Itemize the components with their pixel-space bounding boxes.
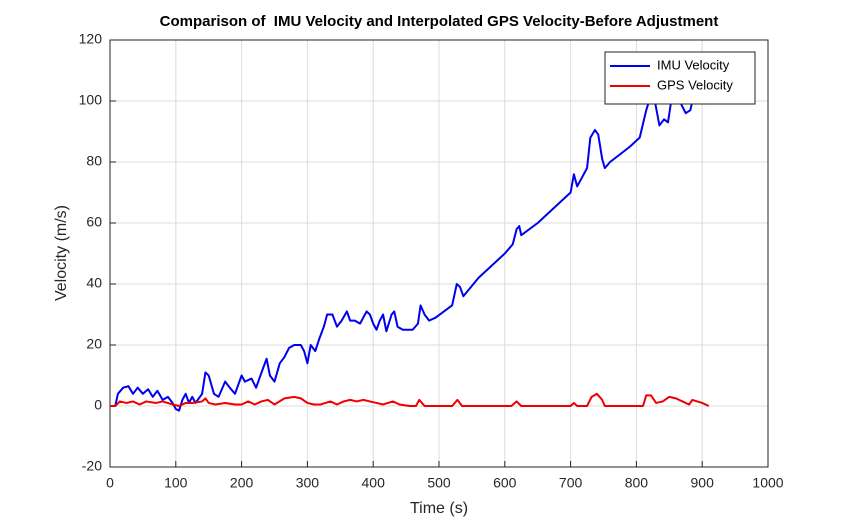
legend-label: GPS Velocity — [657, 77, 733, 92]
x-tick-label: 1000 — [752, 475, 783, 491]
x-tick-label: 0 — [106, 475, 114, 491]
x-tick-label: 400 — [362, 475, 386, 491]
x-tick-label: 900 — [691, 475, 715, 491]
legend-label: IMU Velocity — [657, 57, 730, 72]
y-tick-label: 0 — [94, 397, 102, 413]
x-tick-label: 100 — [164, 475, 188, 491]
x-tick-label: 300 — [296, 475, 320, 491]
x-axis-label: Time (s) — [410, 500, 468, 517]
data-line — [110, 90, 709, 412]
x-tick-label: 200 — [230, 475, 254, 491]
y-tick-label: 60 — [86, 214, 102, 230]
x-tick-label: 800 — [625, 475, 649, 491]
x-tick-label: 700 — [559, 475, 583, 491]
y-tick-label: 80 — [86, 153, 102, 169]
y-tick-label: 40 — [86, 275, 102, 291]
legend-box — [604, 51, 756, 105]
plot-frame — [109, 39, 769, 468]
chart-title: Comparison of IMU Velocity and Interpola… — [160, 13, 719, 30]
y-tick-label: 20 — [86, 336, 102, 352]
y-tick-label: 100 — [79, 92, 103, 108]
y-tick-label: -20 — [82, 458, 102, 474]
x-tick-label: 500 — [427, 475, 451, 491]
y-tick-label: 120 — [79, 31, 103, 47]
x-tick-label: 600 — [493, 475, 517, 491]
y-axis-label: Velocity (m/s) — [53, 205, 70, 301]
data-line — [110, 392, 710, 407]
